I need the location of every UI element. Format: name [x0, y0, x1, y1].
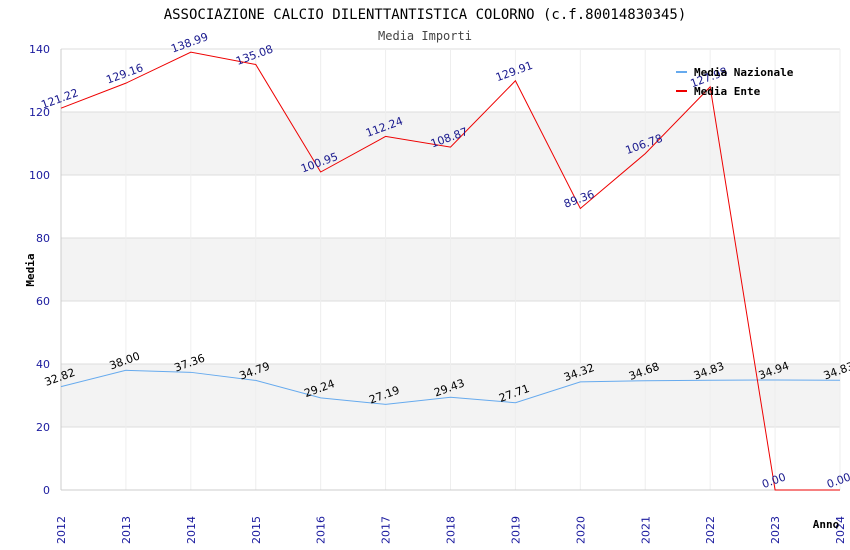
series-line: [60, 51, 840, 491]
y-tick-label: 140: [29, 43, 50, 56]
y-tick-label: 40: [36, 358, 50, 371]
y-tick-label: 100: [29, 169, 50, 182]
x-tick-label: 2017: [380, 516, 393, 544]
x-tick-label: 2022: [704, 516, 717, 544]
chart-subtitle: Media Importi: [378, 29, 472, 43]
x-tick-label: 2024: [834, 516, 847, 544]
y-tick-label: 120: [29, 106, 50, 119]
series-line: [60, 369, 841, 405]
chart-title: ASSOCIAZIONE CALCIO DILENTTANTISTICA COL…: [164, 7, 687, 23]
x-tick-label: 2019: [509, 516, 522, 544]
y-tick-label: 80: [36, 232, 50, 245]
x-tick-label: 2016: [315, 516, 328, 544]
y-axis-label: Media: [24, 253, 37, 286]
x-tick-label: 2015: [250, 516, 263, 544]
x-tick-label: 2014: [185, 516, 198, 544]
legend: Media Nazionale Media Ente: [676, 66, 794, 98]
legend-entry: Media Ente: [694, 85, 761, 98]
x-tick-label: 2012: [55, 516, 68, 544]
x-tick-label: 2023: [769, 516, 782, 544]
y-tick-label: 60: [36, 295, 50, 308]
x-tick-label: 2013: [120, 516, 133, 544]
x-tick-label: 2020: [574, 516, 587, 544]
y-tick-label: 20: [36, 421, 50, 434]
legend-entry: Media Nazionale: [694, 66, 794, 79]
x-tick-label: 2021: [639, 516, 652, 544]
x-axis-label: Anno: [813, 518, 840, 531]
x-tick-label: 2018: [445, 516, 458, 544]
y-tick-label: 0: [43, 484, 50, 497]
